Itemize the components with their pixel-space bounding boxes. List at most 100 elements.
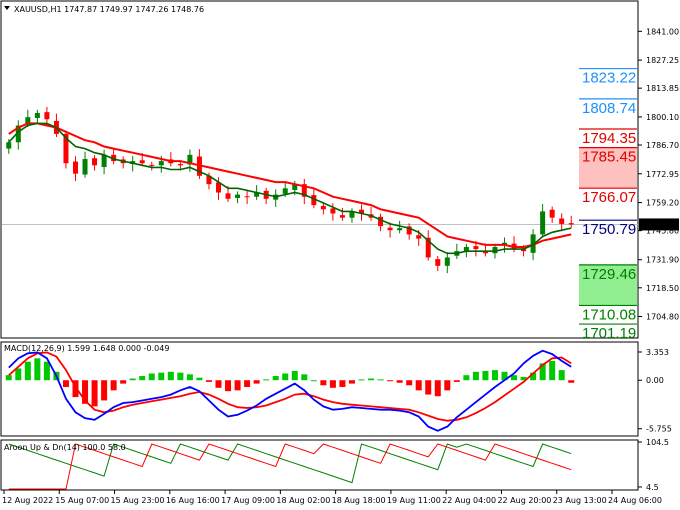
macd-main-line xyxy=(8,349,572,432)
price-tick-label: 1718.50 xyxy=(646,284,679,293)
price-tick-label: 1731.90 xyxy=(646,256,679,265)
slow-moving-average xyxy=(8,122,572,248)
macd-histogram-bar xyxy=(15,368,22,381)
level-label: 1750.79 xyxy=(582,221,636,238)
macd-histogram-bar xyxy=(263,379,270,381)
current-price-label: 1748.76 xyxy=(642,220,675,229)
candle-body xyxy=(15,125,21,143)
price-tick-label: 1786.70 xyxy=(646,141,679,150)
price-panel-frame xyxy=(0,0,639,339)
candle-body xyxy=(282,188,288,194)
candle-body xyxy=(25,117,31,124)
time-tick-label: 15 Aug 07:00 xyxy=(55,496,109,505)
candle-body xyxy=(34,112,40,118)
macd-histogram-bar xyxy=(453,380,460,382)
time-tick-label: 18 Aug 18:00 xyxy=(332,496,386,505)
price-header: XAUUSD,H1 1747.87 1749.97 1747.26 1748.7… xyxy=(14,5,204,14)
macd-histogram-bar xyxy=(396,380,403,383)
candle-body xyxy=(216,182,221,193)
macd-histogram-bar xyxy=(472,371,479,381)
macd-histogram-bar xyxy=(415,380,422,391)
candle-body xyxy=(139,160,145,164)
level-label: 1766.07 xyxy=(582,189,636,206)
macd-histogram-bar xyxy=(549,360,556,381)
macd-histogram-bar xyxy=(339,380,346,387)
level-label: 1794.35 xyxy=(582,130,636,147)
price-tick-label: 1800.10 xyxy=(646,113,679,122)
price-tick-label: 1813.85 xyxy=(646,84,679,93)
time-tick-label: 22 Aug 20:00 xyxy=(497,496,551,505)
macd-histogram-bar xyxy=(348,380,355,384)
macd-histogram-bar xyxy=(205,380,212,382)
macd-histogram-bar xyxy=(329,380,336,388)
macd-histogram-bar xyxy=(196,377,203,381)
macd-histogram-bar xyxy=(387,380,394,382)
macd-histogram-bar xyxy=(368,378,375,381)
aroon-panel-frame xyxy=(0,439,639,491)
macd-panel-frame xyxy=(0,341,639,437)
macd-tick-label: -5.755 xyxy=(646,425,672,434)
macd-histogram-bar xyxy=(520,376,527,381)
candle-body xyxy=(292,184,298,191)
candle-body xyxy=(473,246,479,250)
time-tick-label: 19 Aug 11:00 xyxy=(387,496,441,505)
candle-body xyxy=(349,211,355,218)
macd-histogram-bar xyxy=(377,379,384,381)
time-axis: 12 Aug 2022 15 Aug 07:00 15 Aug 23:00 16 Au… xyxy=(2,490,662,505)
candle-body xyxy=(320,205,326,210)
time-tick-label: 24 Aug 06:00 xyxy=(608,496,662,505)
candle-body xyxy=(339,215,345,218)
candle-body xyxy=(530,234,536,253)
candle-body xyxy=(235,194,241,198)
zone-0 xyxy=(579,147,637,189)
macd-histogram-bar xyxy=(482,370,489,381)
macd-histogram-bar xyxy=(158,372,165,381)
macd-histogram-bar xyxy=(139,376,146,381)
candle-body xyxy=(73,161,78,174)
macd-axis: 3.353 0.00 -5.755 xyxy=(638,348,672,434)
level-label: 1710.08 xyxy=(582,306,636,323)
macd-histogram-bar xyxy=(215,380,222,388)
current-price-tag: 1748.76 xyxy=(639,218,679,231)
candle-body xyxy=(330,208,336,214)
candle-body xyxy=(92,158,98,166)
macd-histogram-bar xyxy=(110,380,117,391)
macd-histogram-bar xyxy=(34,358,41,381)
candle-body xyxy=(149,164,155,166)
candle-body xyxy=(63,133,69,164)
price-tick-label: 1759.20 xyxy=(646,199,679,208)
macd-histogram-bar xyxy=(463,375,470,381)
macd-histogram-bar xyxy=(291,370,298,381)
candle-body xyxy=(463,246,469,252)
macd-histogram-bar xyxy=(91,380,98,407)
macd-histogram-bar xyxy=(167,371,174,381)
macd-histogram-bar xyxy=(425,380,432,395)
candle-body xyxy=(378,216,384,227)
candle-body xyxy=(387,227,393,231)
macd-histogram-bar xyxy=(186,374,193,381)
candle-body xyxy=(540,211,546,235)
time-tick-label: 12 Aug 2022 xyxy=(2,496,53,505)
candle-body xyxy=(444,257,450,266)
candle-body xyxy=(44,112,50,120)
candle-body xyxy=(225,193,231,199)
macd-histogram-bar xyxy=(62,380,69,387)
macd-header: MACD(12,26,9) 1.599 1.648 0.000 -0.049 xyxy=(4,344,169,353)
macd-histogram-bar xyxy=(444,380,451,391)
candle-body xyxy=(111,154,117,162)
macd-histogram-bar xyxy=(24,361,31,381)
candle-body xyxy=(416,235,422,239)
macd-tick-label: 3.353 xyxy=(646,348,669,357)
candle-body xyxy=(568,223,574,225)
price-tick-label: 1827.25 xyxy=(646,56,679,65)
candle-body xyxy=(254,192,260,197)
candle-body xyxy=(158,161,164,166)
macd-histogram-bar xyxy=(539,363,546,381)
candle-body xyxy=(425,237,431,258)
macd-histogram-bar xyxy=(225,380,232,392)
macd-histogram-bar xyxy=(129,378,136,381)
macd-histogram-bar xyxy=(491,370,498,381)
price-tick-label: 1841.00 xyxy=(646,27,679,36)
chevron-down-icon[interactable] xyxy=(4,6,10,10)
